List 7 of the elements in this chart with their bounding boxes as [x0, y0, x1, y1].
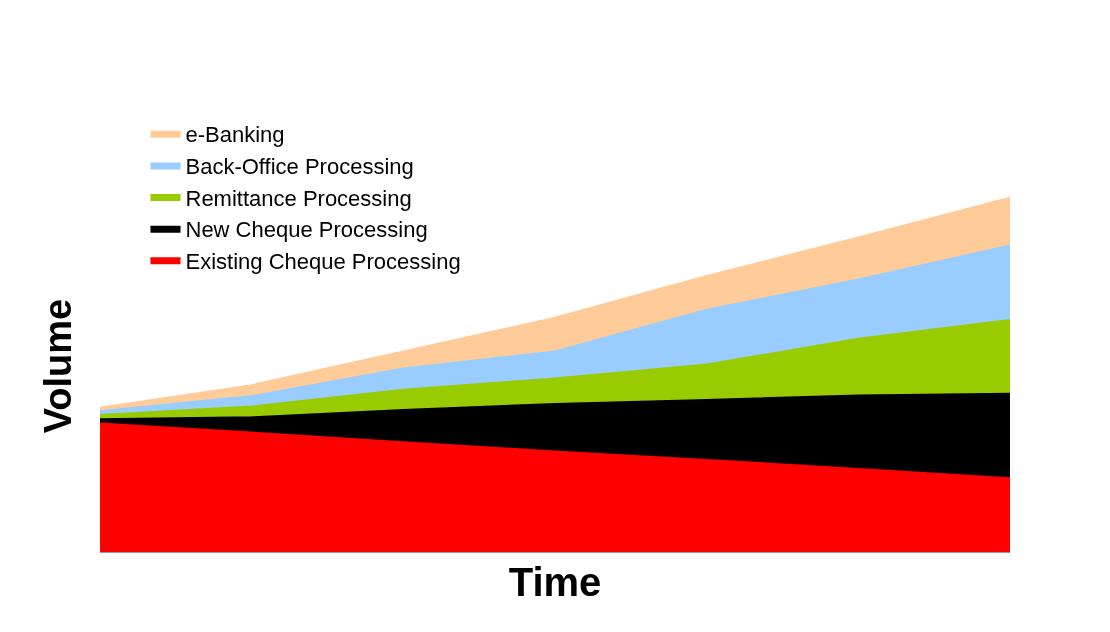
x-axis-title: Time: [508, 559, 602, 604]
legend-label: e-Banking: [185, 122, 285, 148]
y-axis-title: Volume: [37, 298, 80, 434]
legend-label: New Cheque Processing: [185, 217, 428, 243]
legend-label: Remittance Processing: [185, 185, 412, 211]
legend-label: Back-Office Processing: [185, 154, 414, 180]
legend-label: Existing Cheque Processing: [185, 248, 461, 274]
